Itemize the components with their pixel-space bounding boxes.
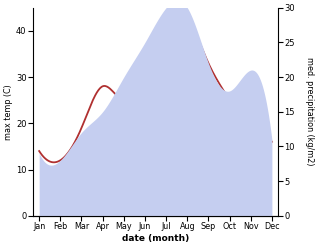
Y-axis label: max temp (C): max temp (C) bbox=[4, 84, 13, 140]
Y-axis label: med. precipitation (kg/m2): med. precipitation (kg/m2) bbox=[305, 58, 314, 166]
X-axis label: date (month): date (month) bbox=[122, 234, 189, 243]
